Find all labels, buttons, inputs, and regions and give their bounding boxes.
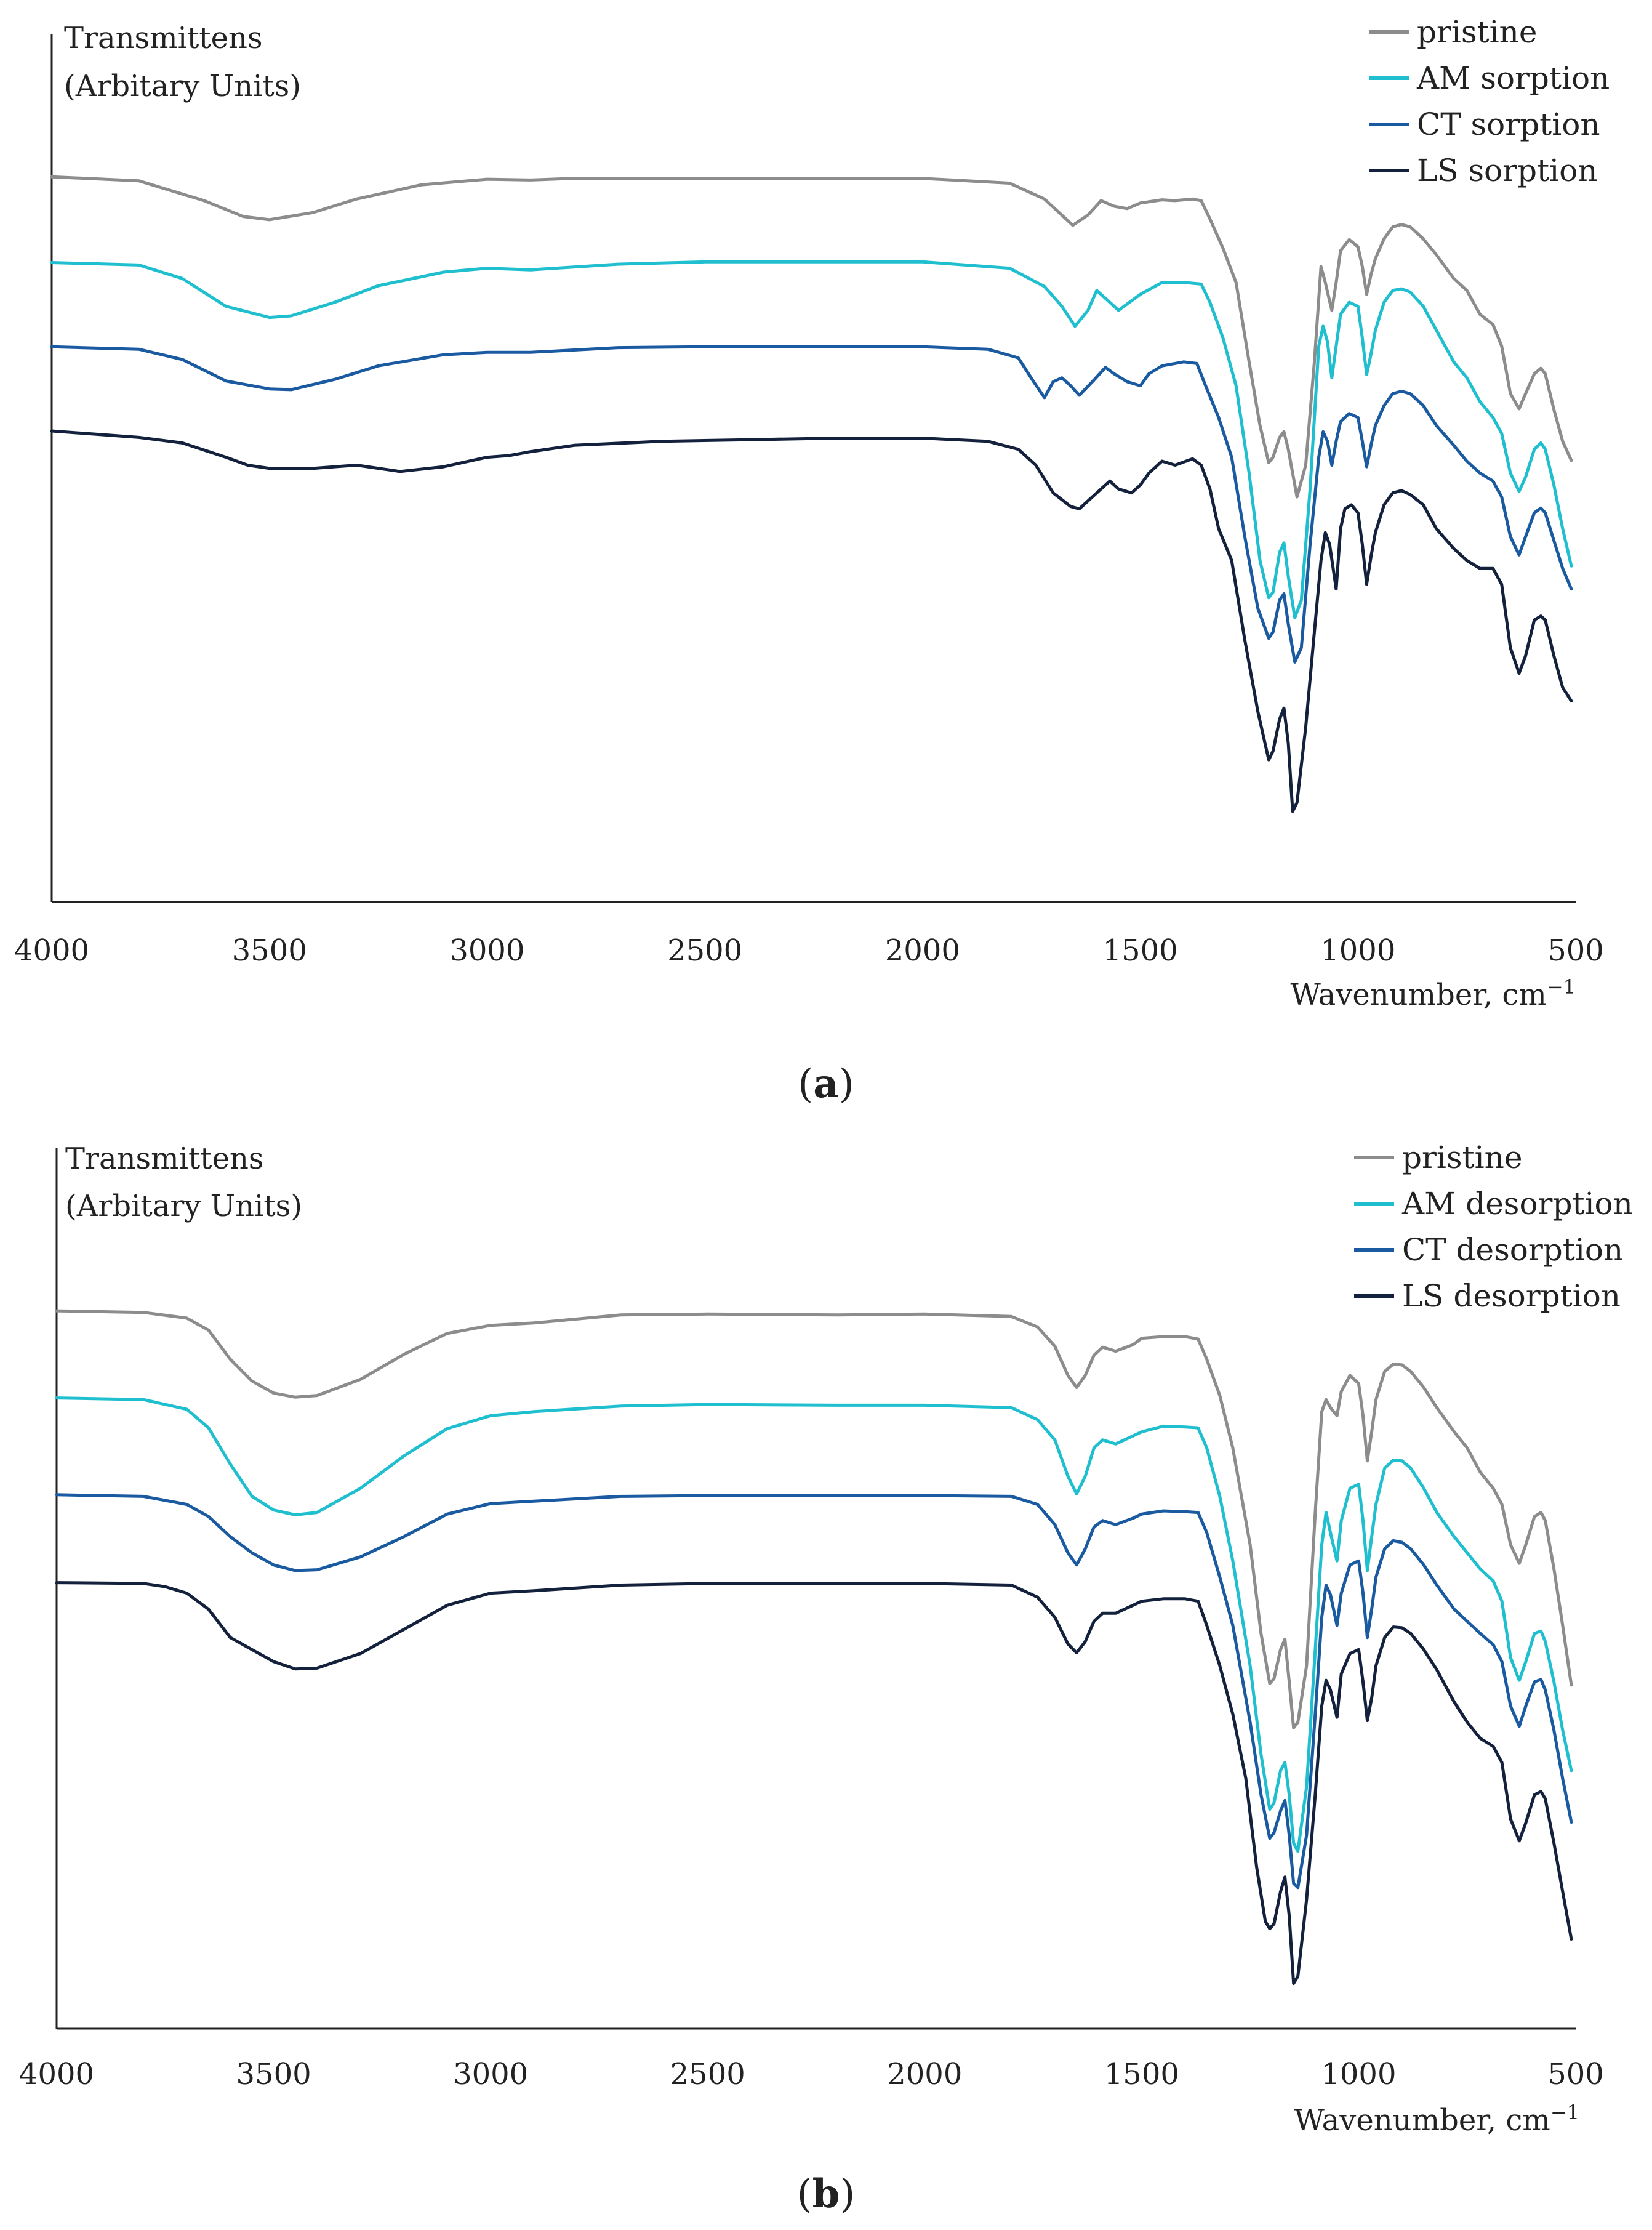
y-axis-label-units: (Arbitary Units) <box>65 1189 302 1223</box>
legend-label: LS desorption <box>1402 1278 1621 1314</box>
chart-panel-b: 4000 3500 3000 2500 2000 1500 1000 500 Transmitt… <box>19 1140 1633 2217</box>
series-line-ct-sorption <box>50 345 1573 664</box>
legend-label: AM desorption <box>1401 1186 1633 1222</box>
x-tick-label: 1500 <box>1104 2057 1179 2091</box>
x-tick-label: 3000 <box>453 2057 528 2091</box>
series-line-ls-desorption <box>55 1581 1573 1986</box>
series-line-pristine <box>50 175 1573 499</box>
legend-label: CT desorption <box>1402 1232 1623 1268</box>
series-line-ct-desorption <box>55 1493 1573 1890</box>
x-tick-label: 1000 <box>1321 2057 1396 2091</box>
y-axis-label: Transmittens <box>64 21 263 55</box>
legend-label: AM sorption <box>1416 60 1610 96</box>
x-tick-label: 2000 <box>887 2057 962 2091</box>
panel-caption: (b) <box>797 2171 856 2217</box>
x-tick-label: 500 <box>1547 933 1604 968</box>
y-axis-label: Transmittens <box>65 1141 264 1176</box>
chart-panel-a: 4000 3500 3000 2500 2000 1500 1000 500 Transmitt… <box>14 14 1610 1107</box>
legend-label: pristine <box>1402 1140 1522 1175</box>
x-tick-label: 2500 <box>670 2057 745 2091</box>
x-tick-label: 4000 <box>14 933 89 968</box>
x-tick-label: 2000 <box>885 933 960 968</box>
x-axis-label: Wavenumber, cm−1 <box>1294 2101 1579 2138</box>
x-tick-label: 3500 <box>236 2057 311 2091</box>
series-line-am-desorption <box>55 1396 1573 1853</box>
x-axis-label-superscript: −1 <box>1547 975 1576 999</box>
series-line-pristine <box>55 1309 1573 1729</box>
series-line-ls-sorption <box>50 429 1573 813</box>
y-axis-label-units: (Arbitary Units) <box>64 69 301 103</box>
x-tick-label: 500 <box>1547 2057 1604 2091</box>
x-tick-label: 3500 <box>232 933 307 968</box>
series-line-am-sorption <box>50 260 1573 619</box>
x-tick-label: 2500 <box>667 933 742 968</box>
legend-label: CT sorption <box>1417 107 1600 142</box>
x-axis-label-superscript: −1 <box>1550 2101 1579 2124</box>
x-tick-label: 1500 <box>1102 933 1177 968</box>
x-tick-label: 1000 <box>1320 933 1395 968</box>
panel-caption: (a) <box>798 1061 854 1107</box>
legend-label: LS sorption <box>1417 153 1597 188</box>
x-tick-label: 3000 <box>449 933 524 968</box>
legend-label: pristine <box>1417 14 1537 50</box>
x-tick-label: 4000 <box>19 2057 94 2091</box>
x-axis-label: Wavenumber, cm−1 <box>1290 975 1576 1012</box>
